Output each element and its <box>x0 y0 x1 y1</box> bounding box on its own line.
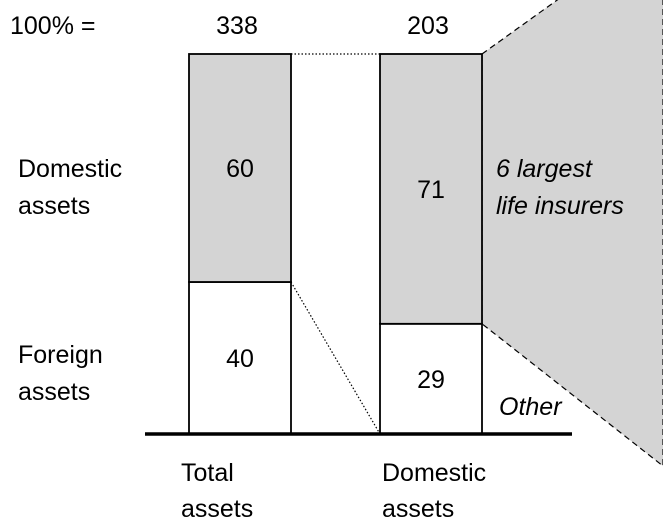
row-label-domestic-line1: Domestic <box>18 155 122 183</box>
bar-group: 40 60 29 71 <box>188 53 483 435</box>
annotation-other: Other <box>499 393 563 421</box>
annotation-largest-line1: 6 largest <box>496 155 593 183</box>
category-label-total-line2: assets <box>181 495 253 523</box>
category-label-domestic-line1: Domestic <box>382 459 486 487</box>
row-label-foreign-line2: assets <box>18 378 90 406</box>
total-value-total-assets: 338 <box>216 12 258 40</box>
row-label-domestic-line2: assets <box>18 192 90 220</box>
bar-label-domestic-assets-0: 29 <box>417 366 445 394</box>
total-label: 100% = <box>10 12 96 40</box>
category-label-total-line1: Total <box>181 459 234 487</box>
annotation-largest-line2: life insurers <box>496 192 624 220</box>
bar-segment-domestic-assets-1 <box>379 53 483 325</box>
bar-segment-total-assets-1 <box>188 53 292 283</box>
bar-label-total-assets-0: 40 <box>226 345 254 373</box>
connector-line-bottom <box>290 281 381 435</box>
row-label-foreign-line1: Foreign <box>18 341 103 369</box>
total-value-domestic-assets: 203 <box>407 12 449 40</box>
bar-segment-domestic-assets-0 <box>379 322 483 435</box>
category-label-domestic-line2: assets <box>382 495 454 523</box>
bar-label-domestic-assets-1: 71 <box>417 176 445 204</box>
bar-segment-total-assets-0 <box>188 281 292 435</box>
bar-label-total-assets-1: 60 <box>226 155 254 183</box>
